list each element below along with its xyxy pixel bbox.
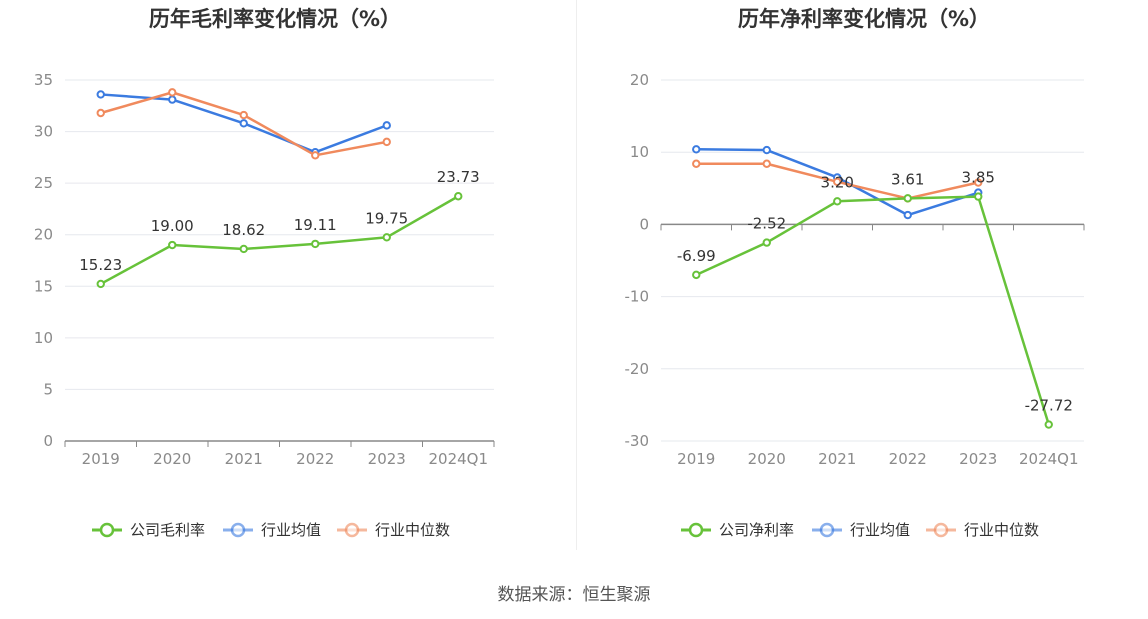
gross-data-point [311,151,320,160]
net-margin-chart-svg: 历年净利率变化情况（%） -30 -20 -10 0 10 20 2019 2020 2021 20… [625,7,1085,539]
gross-legend-label[interactable]: 行业中位数 [375,521,450,539]
gross-x-tick-label: 2022 [296,450,334,468]
net-chart-title: 历年净利率变化情况（%） [738,7,990,31]
gross-data-point [239,244,248,254]
gross-y-tick-label: 10 [34,329,53,347]
gross-data-label: 19.75 [365,209,408,227]
gross-data-point [454,192,463,201]
net-data-point [762,145,771,155]
gross-data-label: 18.62 [222,221,265,239]
gross-x-tick-label: 2021 [225,450,263,468]
net-data-label: -6.99 [677,247,716,265]
net-data-label: 3.61 [891,170,924,188]
gross-data-point [382,233,391,242]
net-series-line-0 [695,195,1050,425]
gross-data-point [382,121,391,130]
gross-legend-label[interactable]: 行业均值 [261,521,321,539]
net-data-point [692,145,701,154]
net-x-tick-label: 2021 [818,450,856,468]
gross-y-tick-label: 15 [34,277,53,295]
net-data-point [692,159,701,168]
net-legend-label[interactable]: 行业中位数 [964,521,1039,539]
net-data-point [903,210,912,220]
net-y-tick-label: 20 [630,71,649,89]
net-margin-chart: 历年净利率变化情况（%） -30 -20 -10 0 10 20 2019 2020 2021 20… [577,0,1148,560]
gross-data-point [96,108,105,118]
net-data-point [974,178,983,187]
gross-y-tick-label: 20 [34,226,53,244]
gross-data-point [168,95,177,104]
net-data-label: -2.52 [747,215,786,233]
net-x-tick-label: 2020 [748,450,786,468]
gross-data-label: 15.23 [79,256,122,274]
gross-x-tick-label: 2024Q1 [428,450,488,468]
panel-divider [576,0,577,550]
net-legend-swatch-marker[interactable] [933,522,949,538]
gross-y-tick-label: 35 [34,71,53,89]
gross-x-tick-label: 2019 [82,450,120,468]
net-data-point [762,238,771,247]
gross-legend-swatch-marker[interactable] [99,522,115,538]
net-y-tick-label: 0 [639,215,649,233]
gross-x-tick-label: 2020 [153,450,191,468]
net-data-point [833,177,842,187]
gross-legend-label[interactable]: 公司毛利率 [130,521,205,539]
net-y-tick-label: -20 [625,360,650,378]
gross-margin-chart-svg: 历年毛利率变化情况（%） 0 5 10 15 20 25 30 35 2019 2020 2021 20… [34,7,495,539]
net-legend-label[interactable]: 行业均值 [850,521,910,539]
gross-data-point [382,137,391,147]
net-data-label: 3.20 [821,173,854,191]
gross-data-point [96,90,105,99]
gross-margin-chart: 历年毛利率变化情况（%） 0 5 10 15 20 25 30 35 2019 2020 2021 20… [0,0,576,560]
net-y-tick-label: -30 [625,432,650,450]
net-data-point [974,192,983,201]
net-data-point [692,270,701,280]
net-data-point [1044,420,1053,429]
net-data-label: -27.72 [1025,397,1073,415]
gross-data-point [96,279,105,289]
gross-chart-title: 历年毛利率变化情况（%） [149,7,401,31]
net-y-tick-label: 10 [630,143,649,161]
net-legend-label[interactable]: 公司净利率 [719,521,794,539]
gross-series-line-0 [100,195,459,286]
net-x-tick-label: 2023 [959,450,997,468]
source-note: 数据来源：恒生聚源 [497,585,651,605]
net-x-tick-label: 2019 [677,450,715,468]
gross-data-label: 23.73 [437,168,480,186]
gross-data-point [239,110,248,120]
gross-y-tick-label: 0 [43,432,53,450]
gross-y-tick-label: 30 [34,123,53,141]
gross-data-point [168,240,177,250]
gross-data-point [168,88,177,97]
gross-data-label: 19.11 [294,216,337,234]
net-data-point [833,197,842,206]
gross-x-tick-label: 2023 [368,450,406,468]
net-data-point [903,194,912,203]
net-x-tick-label: 2022 [889,450,927,468]
net-legend-swatch-marker[interactable] [819,522,835,538]
gross-data-point [239,119,248,128]
net-data-label: 3.85 [962,169,995,187]
gross-legend-swatch-marker[interactable] [344,522,360,538]
net-data-point [762,159,771,168]
net-legend: 公司净利率 行业均值 行业中位数 [681,521,1039,539]
net-x-tick-label: 2024Q1 [1019,450,1079,468]
gross-legend: 公司毛利率 行业均值 行业中位数 [92,521,450,539]
gross-data-point [311,239,320,249]
gross-y-tick-label: 5 [43,380,53,398]
gross-legend-swatch-marker[interactable] [230,522,246,538]
gross-y-tick-label: 25 [34,174,53,192]
net-y-tick-label: -10 [625,288,650,306]
gross-data-label: 19.00 [151,217,194,235]
net-legend-swatch-marker[interactable] [688,522,704,538]
